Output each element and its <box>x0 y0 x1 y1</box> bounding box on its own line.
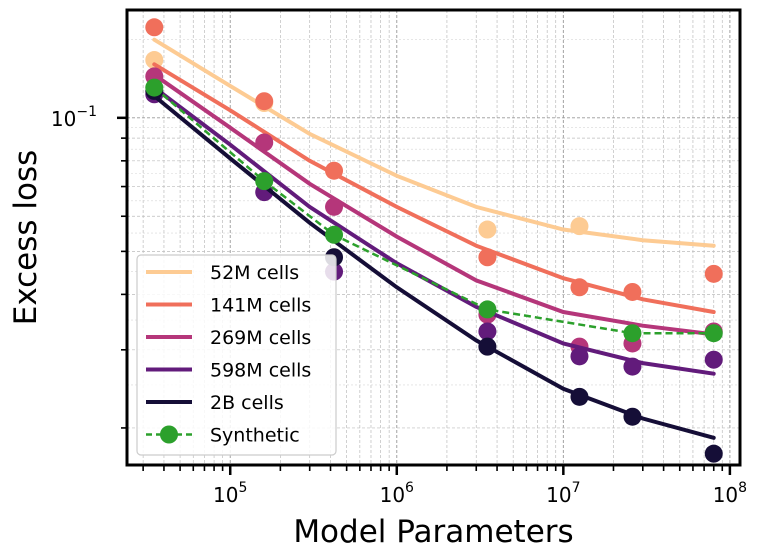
data-point <box>623 357 642 376</box>
data-point <box>145 51 164 70</box>
legend-entry: 598M cells <box>146 360 311 382</box>
legend-entry: 52M cells <box>146 262 299 284</box>
data-point <box>325 225 344 244</box>
data-point <box>478 220 497 239</box>
data-point <box>623 407 642 426</box>
x-tick-label: 107 <box>546 480 580 507</box>
legend-entry: Synthetic <box>146 425 300 447</box>
x-tick-base: 10 <box>546 483 571 507</box>
data-point <box>478 300 497 319</box>
y-tick-exponent: −1 <box>76 104 97 120</box>
data-point <box>623 282 642 301</box>
x-tick-exponent: 5 <box>238 480 247 496</box>
fit-line <box>152 37 716 248</box>
legend-label: 269M cells <box>210 327 311 349</box>
data-point <box>478 337 497 356</box>
legend-label: 141M cells <box>210 295 311 317</box>
data-point <box>704 350 723 369</box>
data-point <box>478 248 497 267</box>
x-axis-title: Model Parameters <box>293 514 573 550</box>
data-point <box>570 387 589 406</box>
x-tick-base: 10 <box>713 483 738 507</box>
data-point <box>704 264 723 283</box>
legend-entry: 2B cells <box>146 392 284 414</box>
plot-frame <box>125 8 742 467</box>
y-axis-title: Excess loss <box>8 150 44 326</box>
legend-label: 2B cells <box>210 392 284 414</box>
data-point <box>570 217 589 236</box>
x-tick-base: 10 <box>380 483 405 507</box>
series-synthetic <box>145 78 723 343</box>
fit-line <box>152 72 716 337</box>
x-tick-exponent: 7 <box>572 480 581 496</box>
data-point <box>325 197 344 216</box>
legend-entry: 269M cells <box>146 327 311 349</box>
x-tick-exponent: 6 <box>405 480 414 496</box>
data-point <box>145 78 164 97</box>
legend-entry: 141M cells <box>146 295 311 317</box>
plot-series <box>145 18 723 463</box>
y-tick-label: 10−1 <box>51 104 97 131</box>
data-point <box>570 278 589 297</box>
series-141m-cells <box>145 18 723 314</box>
series-2b-cells <box>145 81 723 463</box>
x-tick-label: 108 <box>713 480 747 507</box>
legend-label: 598M cells <box>210 360 311 382</box>
data-point <box>570 347 589 366</box>
x-tick-label: 106 <box>380 480 414 507</box>
x-tick-label: 105 <box>213 480 247 507</box>
data-point <box>325 161 344 180</box>
legend: 52M cells 141M cells 269M cells 598M cells 2… <box>136 254 337 456</box>
x-tick-base: 10 <box>213 483 238 507</box>
legend-label: Synthetic <box>210 425 300 447</box>
x-tick-exponent: 8 <box>738 480 747 496</box>
data-point <box>623 324 642 343</box>
y-tick-base: 10 <box>51 107 76 131</box>
data-point <box>478 322 497 341</box>
data-point <box>255 172 274 191</box>
legend-swatch-marker <box>160 425 178 444</box>
data-point <box>704 324 723 343</box>
data-point <box>255 133 274 152</box>
series-line <box>153 86 714 335</box>
data-point <box>255 92 274 111</box>
data-point <box>704 444 723 463</box>
data-point <box>145 18 164 37</box>
legend-label: 52M cells <box>210 262 299 284</box>
